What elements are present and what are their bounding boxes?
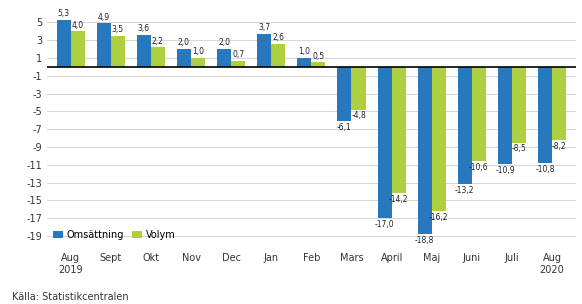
Text: 1,0: 1,0 bbox=[299, 47, 310, 56]
Text: -6,1: -6,1 bbox=[337, 123, 352, 132]
Text: -10,8: -10,8 bbox=[535, 165, 555, 174]
Text: 0,7: 0,7 bbox=[232, 50, 244, 59]
Bar bbox=[231, 61, 245, 67]
Text: 2,6: 2,6 bbox=[272, 33, 284, 42]
Text: -14,2: -14,2 bbox=[389, 195, 409, 204]
Bar bbox=[352, 67, 365, 110]
Bar bbox=[271, 44, 285, 67]
Bar bbox=[56, 20, 70, 67]
Text: 3,6: 3,6 bbox=[138, 24, 150, 33]
Text: 2,0: 2,0 bbox=[218, 38, 230, 47]
Bar bbox=[191, 58, 205, 67]
Text: 0,5: 0,5 bbox=[313, 52, 324, 61]
Text: -4,8: -4,8 bbox=[351, 111, 366, 120]
Bar bbox=[70, 31, 84, 67]
Bar bbox=[378, 67, 392, 218]
Bar bbox=[177, 49, 191, 67]
Bar bbox=[111, 36, 125, 67]
Text: -10,9: -10,9 bbox=[495, 166, 514, 175]
Text: Källa: Statistikcentralen: Källa: Statistikcentralen bbox=[12, 292, 128, 302]
Text: 3,5: 3,5 bbox=[112, 25, 124, 34]
Text: -18,8: -18,8 bbox=[415, 236, 434, 245]
Text: 1,0: 1,0 bbox=[192, 47, 204, 56]
Bar bbox=[458, 67, 472, 184]
Text: 3,7: 3,7 bbox=[258, 23, 270, 32]
Bar bbox=[311, 63, 325, 67]
Bar bbox=[498, 67, 512, 164]
Bar bbox=[338, 67, 352, 121]
Text: -13,2: -13,2 bbox=[455, 186, 474, 195]
Text: 4,9: 4,9 bbox=[98, 12, 110, 22]
Text: -16,2: -16,2 bbox=[429, 213, 449, 222]
Bar bbox=[257, 34, 271, 67]
Bar bbox=[297, 58, 311, 67]
Bar bbox=[151, 47, 165, 67]
Text: -10,6: -10,6 bbox=[469, 163, 489, 172]
Bar bbox=[392, 67, 406, 193]
Bar bbox=[538, 67, 552, 163]
Text: 5,3: 5,3 bbox=[58, 9, 70, 18]
Bar bbox=[512, 67, 526, 143]
Bar bbox=[97, 23, 111, 67]
Bar bbox=[217, 49, 231, 67]
Text: 2,0: 2,0 bbox=[178, 38, 190, 47]
Text: -8,2: -8,2 bbox=[552, 142, 566, 151]
Bar bbox=[432, 67, 446, 211]
Text: -8,5: -8,5 bbox=[512, 144, 526, 153]
Bar bbox=[418, 67, 432, 234]
Text: 4,0: 4,0 bbox=[72, 21, 84, 29]
Text: 2,2: 2,2 bbox=[152, 36, 164, 46]
Bar bbox=[137, 35, 151, 67]
Legend: Omsättning, Volym: Omsättning, Volym bbox=[51, 228, 178, 242]
Bar bbox=[472, 67, 486, 161]
Text: -17,0: -17,0 bbox=[375, 220, 395, 229]
Bar bbox=[552, 67, 566, 140]
